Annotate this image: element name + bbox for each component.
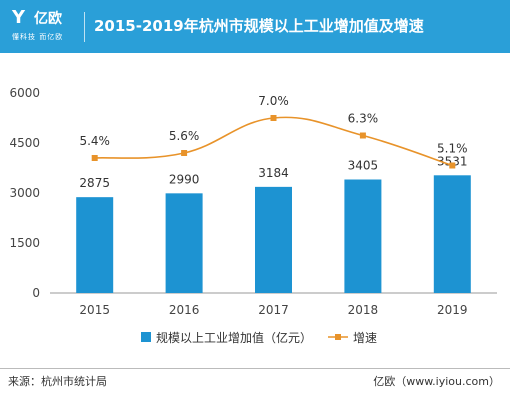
- line-point: [449, 162, 456, 169]
- logo-slogan: 懂科技 而亿欧: [12, 33, 64, 41]
- bar: [165, 193, 203, 293]
- bar: [433, 175, 471, 293]
- line-point: [181, 150, 188, 156]
- logo-text: 亿欧: [34, 11, 62, 27]
- line-value-label: 5.6%: [169, 129, 200, 143]
- y-axis: 0 1500 3000 4500 6000: [9, 86, 497, 300]
- brand-logo: Y 亿欧 懂科技 而亿欧: [12, 7, 82, 47]
- legend-bar-label: 规模以上工业增加值（亿元）: [156, 330, 312, 345]
- footer-divider: [0, 368, 510, 369]
- header-divider: [84, 12, 85, 42]
- bar-value-label: 3405: [348, 159, 379, 173]
- legend-line-label: 增速: [353, 331, 377, 345]
- credit-note: 亿欧（www.iyiou.com）: [373, 375, 500, 388]
- x-tick-label: 2017: [258, 303, 289, 317]
- line-value-label: 5.4%: [79, 134, 110, 148]
- y-tick-label: 3000: [9, 186, 40, 200]
- x-tick-label: 2018: [348, 303, 379, 317]
- bar-series: [76, 175, 471, 293]
- chart-legend: 规模以上工业增加值（亿元） 增速: [141, 330, 377, 345]
- line-value-labels: 5.4% 5.6% 7.0% 6.3% 5.1%: [79, 94, 467, 156]
- bar-value-label: 2875: [79, 176, 110, 190]
- y-tick-label: 4500: [9, 136, 40, 150]
- source-note: 来源：杭州市统计局: [8, 375, 107, 388]
- x-tick-label: 2015: [79, 303, 110, 317]
- logo-icon: Y: [12, 7, 26, 28]
- legend-line-marker: [335, 334, 341, 340]
- line-value-label: 5.1%: [437, 142, 468, 156]
- x-tick-label: 2016: [169, 303, 200, 317]
- line-point: [359, 132, 366, 139]
- bar: [76, 197, 114, 293]
- bar-value-label: 2990: [169, 172, 200, 186]
- line-point: [270, 115, 277, 121]
- chart-title: 2015-2019年杭州市规模以上工业增加值及增速: [94, 17, 424, 35]
- line-series: [91, 115, 456, 169]
- y-tick-label: 6000: [9, 86, 40, 100]
- bar-value-labels: 2875 2990 3184 3405 3531: [79, 154, 467, 190]
- bar-value-label: 3184: [258, 166, 289, 180]
- growth-line: [94, 116, 453, 167]
- line-point: [91, 155, 98, 161]
- bar-value-label: 3531: [437, 154, 468, 168]
- x-tick-label: 2019: [437, 303, 468, 317]
- y-tick-label: 0: [32, 286, 40, 300]
- line-value-label: 7.0%: [258, 94, 289, 108]
- x-axis: 2015 2016 2017 2018 2019: [79, 303, 467, 317]
- bar: [344, 179, 382, 293]
- bar: [255, 186, 292, 293]
- y-tick-label: 1500: [9, 236, 40, 250]
- line-value-label: 6.3%: [348, 112, 379, 126]
- header-banner: Y 亿欧 懂科技 而亿欧 2015-2019年杭州市规模以上工业增加值及增速: [0, 0, 510, 53]
- combo-chart: 0 1500 3000 4500 6000 2875 2990 3184 3405 3531 5…: [9, 86, 497, 345]
- legend-bar-swatch: [141, 332, 151, 342]
